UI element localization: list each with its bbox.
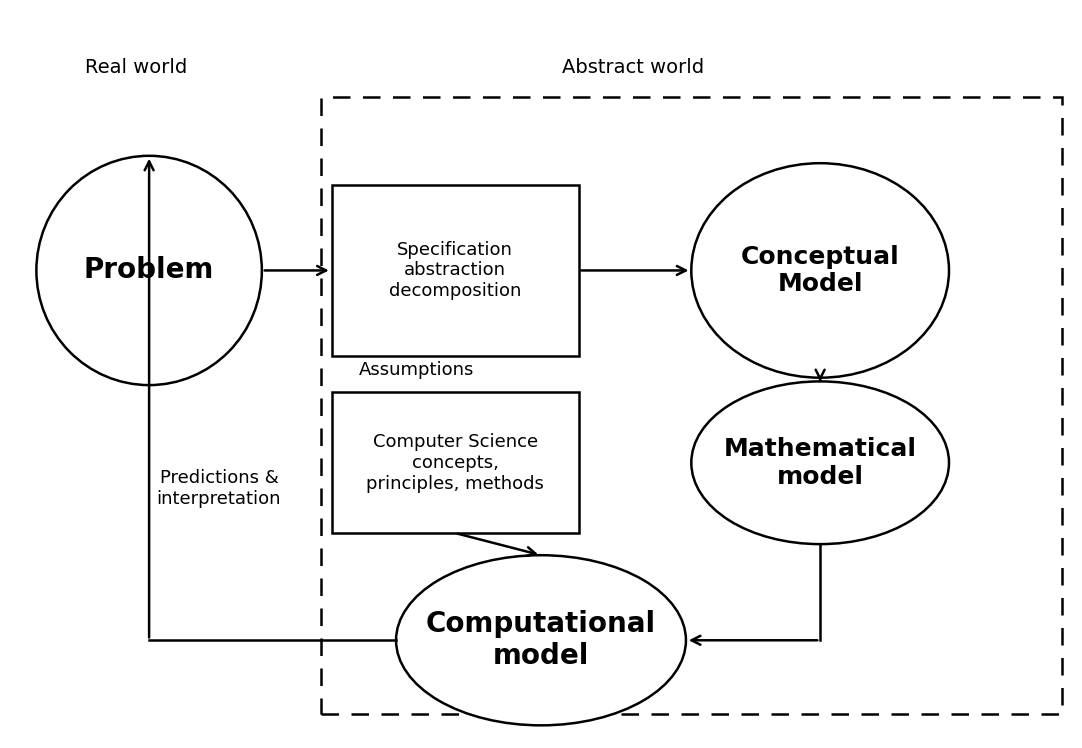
Text: Real world: Real world: [84, 58, 187, 76]
Text: Conceptual
Model: Conceptual Model: [741, 245, 899, 296]
Text: Computational
model: Computational model: [426, 610, 656, 670]
Text: Predictions &
interpretation: Predictions & interpretation: [157, 469, 281, 508]
Ellipse shape: [691, 163, 949, 378]
Text: Abstract world: Abstract world: [563, 58, 704, 76]
Bar: [321, 96, 1061, 714]
Text: Specification
abstraction
decomposition: Specification abstraction decomposition: [388, 241, 522, 300]
Bar: [332, 186, 579, 355]
Text: Mathematical
model: Mathematical model: [724, 437, 916, 488]
Bar: [332, 393, 579, 533]
Ellipse shape: [396, 555, 686, 726]
Text: Problem: Problem: [84, 257, 214, 284]
Ellipse shape: [37, 156, 262, 385]
Ellipse shape: [691, 381, 949, 544]
Text: Computer Science
concepts,
principles, methods: Computer Science concepts, principles, m…: [366, 433, 544, 493]
Text: Assumptions: Assumptions: [358, 361, 474, 379]
